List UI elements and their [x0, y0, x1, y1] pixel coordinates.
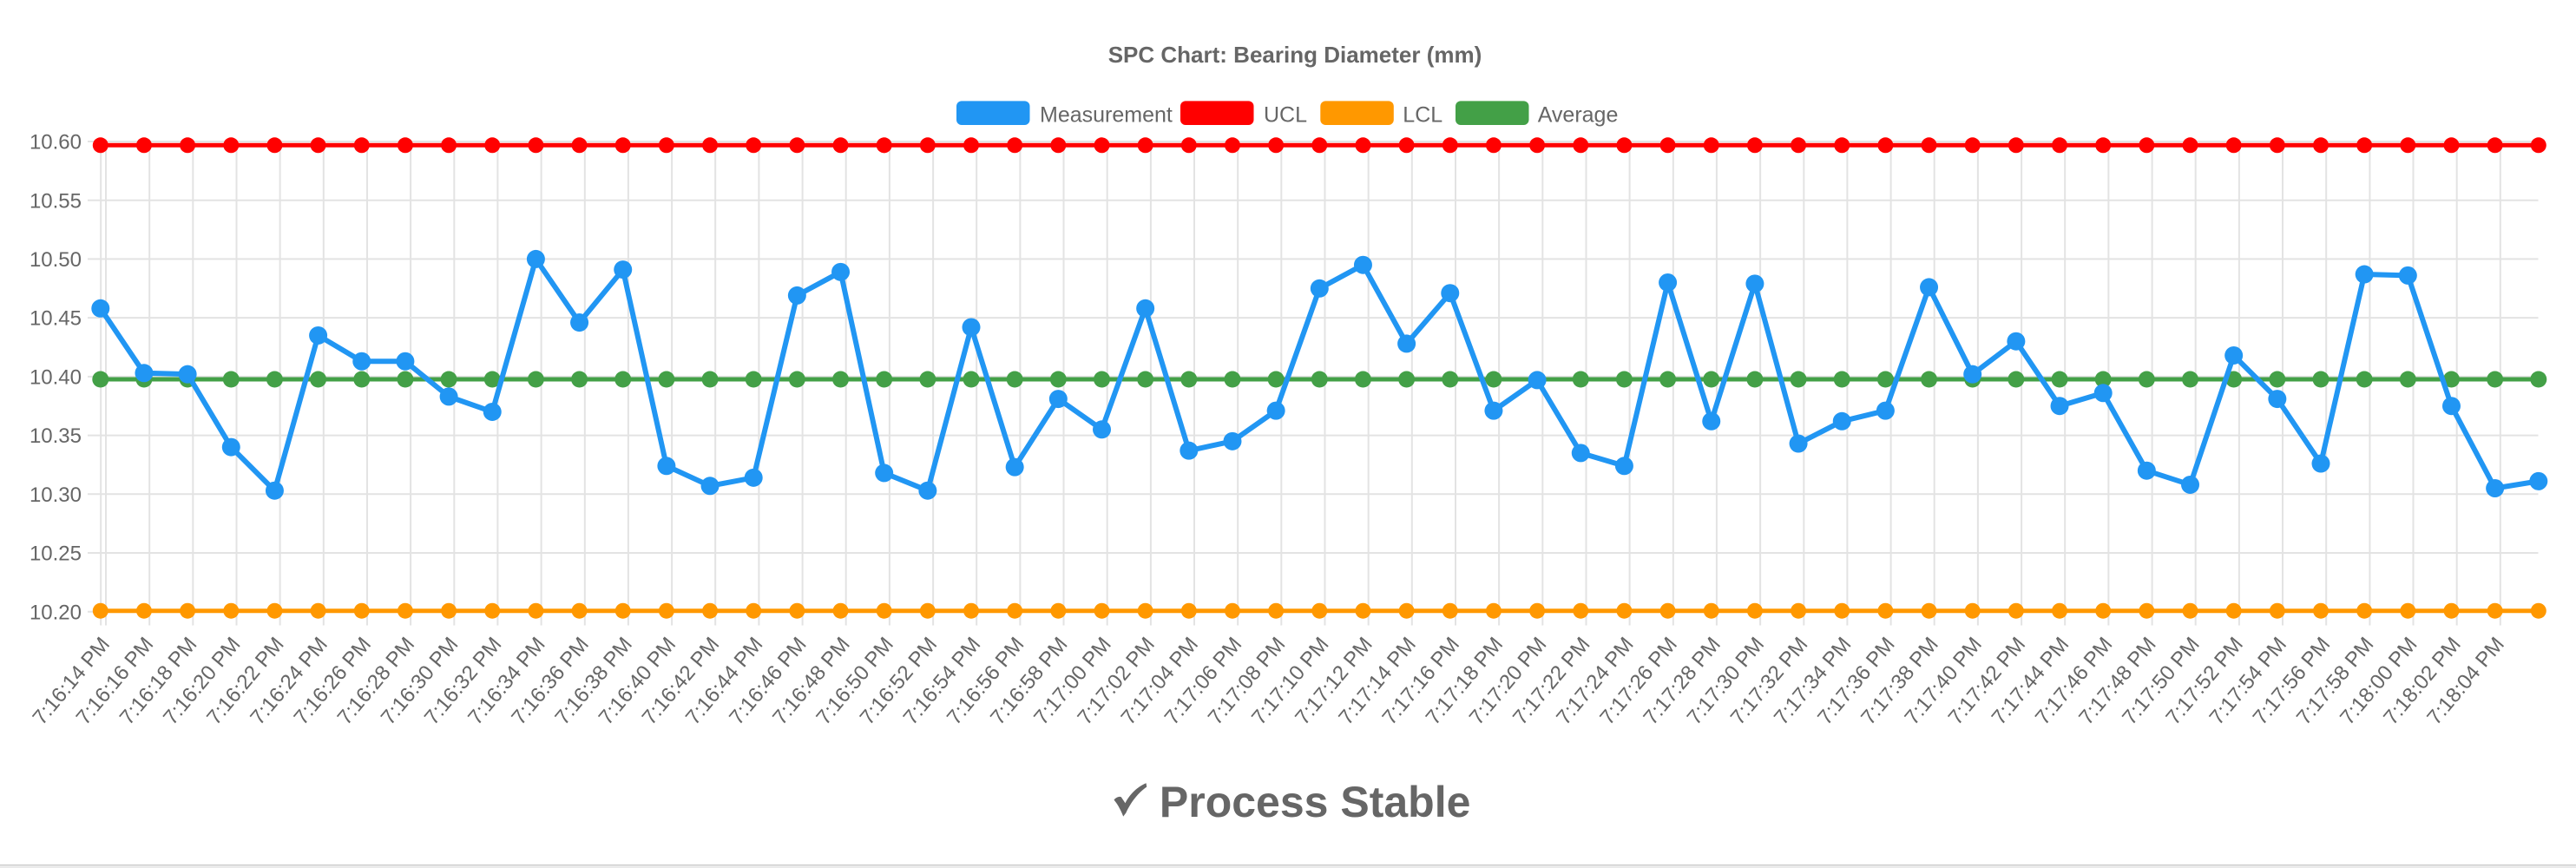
svg-text:10.25: 10.25	[30, 542, 82, 566]
svg-text:SPC Chart: Bearing Diameter (m: SPC Chart: Bearing Diameter (mm)	[1108, 42, 1482, 68]
svg-text:Average: Average	[1538, 103, 1619, 128]
svg-text:UCL: UCL	[1264, 103, 1307, 128]
svg-text:10.55: 10.55	[30, 189, 82, 213]
svg-text:10.45: 10.45	[30, 307, 82, 331]
svg-text:10.60: 10.60	[30, 131, 82, 155]
svg-text:Measurement: Measurement	[1040, 103, 1173, 128]
svg-text:Process Stable: Process Stable	[1160, 778, 1471, 826]
svg-text:10.20: 10.20	[30, 601, 82, 624]
svg-text:10.40: 10.40	[30, 366, 82, 390]
svg-text:LCL: LCL	[1403, 103, 1442, 128]
svg-text:10.30: 10.30	[30, 483, 82, 507]
svg-text:10.35: 10.35	[30, 424, 82, 448]
svg-text:10.50: 10.50	[30, 248, 82, 272]
